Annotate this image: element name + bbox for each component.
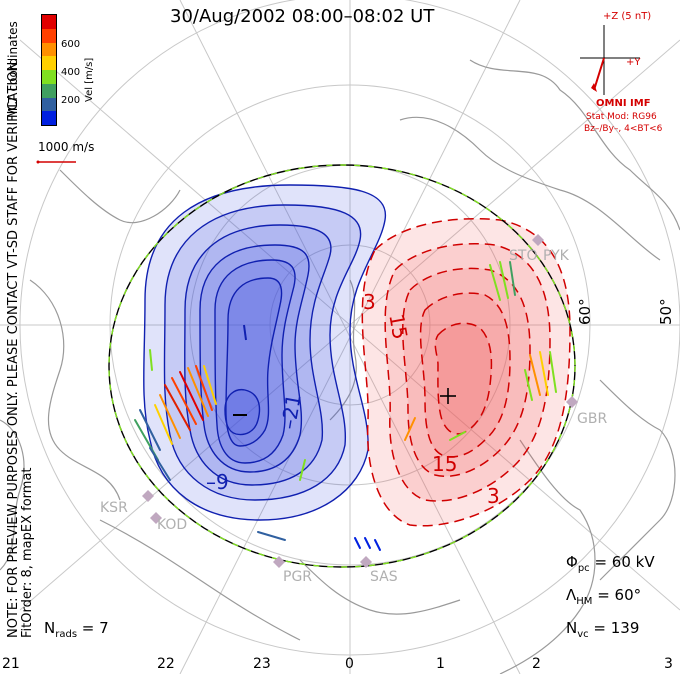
mlt-tick-1: 1 — [436, 656, 445, 672]
radar-label-ksr: KSR — [100, 500, 128, 516]
dusk-convection-cell — [143, 184, 387, 521]
colorbar-tick-400: 400 — [61, 67, 81, 78]
coastlines — [0, 59, 680, 674]
contour-label-dusk-outer: –9 — [206, 470, 229, 494]
contour-label-dawn-15-upper: 15 — [384, 312, 413, 342]
imf-clock-dial — [580, 25, 640, 95]
contour-label-dawn-3-upper: 3 — [363, 290, 376, 314]
dawn-convection-cell — [361, 218, 571, 527]
colorbar-segment — [42, 97, 56, 112]
latitude-label-60: 60° — [576, 298, 594, 325]
radar-label-gbr: GBR — [577, 411, 608, 427]
colorbar-segment — [42, 70, 56, 84]
velocity-scale-label: 1000 m/s — [38, 140, 95, 154]
statistical-model: Stat Mod: RG96 — [586, 112, 657, 122]
colorbar-segment — [42, 83, 56, 98]
n-vc-value: 139 — [610, 619, 640, 637]
phi-pc-value: 60 kV — [611, 553, 655, 571]
mlt-tick-2: 2 — [532, 656, 541, 672]
heppner-maynard-boundary — [108, 164, 576, 568]
potential-maximum-marker — [440, 388, 456, 404]
radar-label-sas: SAS — [370, 569, 398, 585]
velocity-colorbar — [41, 14, 57, 126]
velocity-vectors-dawn — [354, 261, 557, 551]
colorbar-label: Vel [m/s] — [84, 57, 95, 102]
hm-boundary-latitude: ΛHM = 60° — [566, 586, 642, 607]
colorbar-segment — [42, 56, 56, 70]
colorbar-segment — [42, 15, 56, 29]
colorbar-segment — [42, 28, 56, 43]
velocity-scale-bar — [36, 160, 76, 164]
mlt-tick-3: 3 — [664, 656, 673, 672]
imf-z-label: +Z (5 nT) — [603, 11, 652, 22]
contour-label-dawn-15-lower: 15 — [432, 452, 458, 476]
colorbar-tick-200: 200 — [61, 95, 81, 106]
radar-label-kod: KOD — [157, 517, 188, 533]
cross-polar-cap-potential: Φpc = 60 kV — [566, 553, 655, 574]
latitude-label-50: 50° — [657, 298, 675, 325]
radar-label-sto: STO — [509, 248, 538, 264]
colorbar-segment — [42, 42, 56, 57]
mlt-tick-22: 22 — [157, 656, 175, 672]
n-rads-value: 7 — [99, 619, 109, 637]
map-title: 30/Aug/2002 08:00–08:02 UT — [170, 6, 435, 27]
colorbar-segment — [42, 111, 56, 125]
velocity-vectors-dusk — [134, 349, 306, 541]
mlt-tick-0: 0 — [345, 656, 354, 672]
mlt-tick-21: 21 — [2, 656, 20, 672]
fit-order-note: FitOrder: 8, mapEX format — [20, 467, 35, 638]
mlt-tick-23: 23 — [253, 656, 271, 672]
imf-condition: Bz–/By–, 4<BT<6 — [584, 124, 663, 134]
colorbar-tick-600: 600 — [61, 39, 81, 50]
radar-label-pgr: PGR — [283, 569, 313, 585]
radar-label-pyk: PYK — [543, 248, 569, 264]
preview-note: NOTE: FOR PREVIEW PURPOSES ONLY. PLEASE … — [6, 57, 21, 638]
radar-count: Nrads = 7 — [44, 619, 109, 640]
lambda-hm-value: 60° — [614, 586, 642, 604]
radar-site-markers — [142, 234, 578, 568]
imf-y-label: +Y — [626, 57, 641, 68]
contour-label-dawn-3-lower: 3 — [487, 484, 500, 508]
imf-source: OMNI IMF — [596, 98, 651, 109]
vector-count: Nvc = 139 — [566, 619, 640, 640]
